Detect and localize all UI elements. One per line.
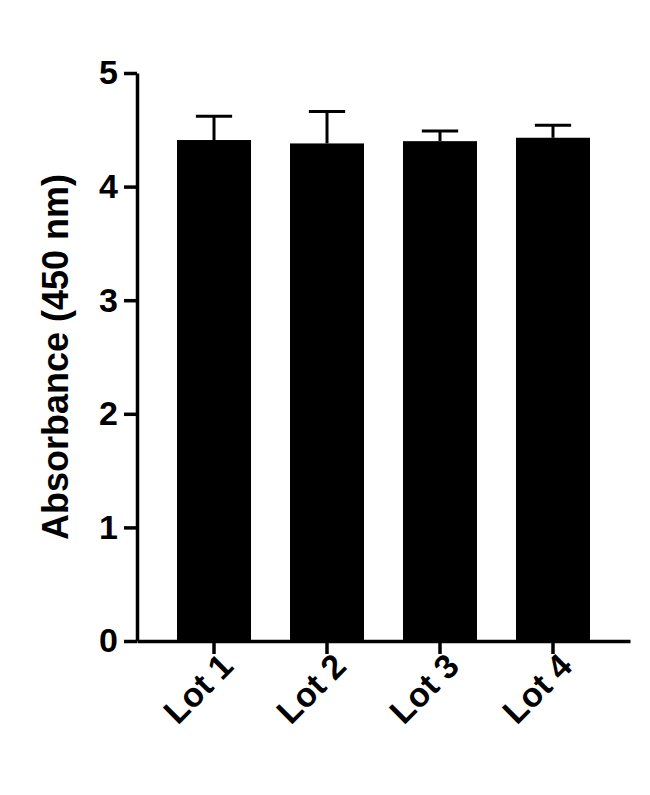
bar	[290, 143, 364, 641]
x-tick-label: Lot 3	[382, 646, 466, 730]
y-tick-label: 3	[99, 281, 118, 319]
y-tick-mark	[124, 72, 137, 76]
chart-svg: 0 1 2 3 4 5 Lot 1 Lot 2 Lot 3 Lot 4 Absorbance (45…	[0, 0, 650, 795]
y-tick: 3	[99, 281, 137, 319]
y-tick-mark	[124, 299, 137, 303]
x-tick-label: Lot 2	[269, 646, 353, 730]
y-tick: 0	[99, 621, 137, 659]
x-tick: Lot 3	[382, 641, 466, 731]
error-bar-stem	[326, 112, 329, 144]
y-tick-mark	[124, 185, 137, 189]
y-tick: 4	[99, 167, 137, 205]
bar	[177, 140, 251, 641]
error-bar	[422, 131, 458, 141]
y-tick-label: 4	[99, 167, 118, 205]
y-tick-label: 5	[99, 53, 118, 91]
x-axis: Lot 1 Lot 2 Lot 3 Lot 4	[138, 641, 631, 731]
x-tick: Lot 2	[269, 641, 353, 731]
y-tick-label: 1	[99, 508, 118, 546]
bar	[403, 141, 477, 641]
error-bar-cap	[196, 115, 232, 118]
y-tick: 2	[99, 394, 137, 432]
y-axis-line	[136, 74, 140, 642]
error-bar-cap	[309, 110, 345, 113]
x-tick-label: Lot 1	[156, 646, 240, 730]
y-axis-title: Absorbance (450 nm)	[35, 174, 76, 540]
error-bar-cap	[422, 129, 458, 132]
error-bar-stem	[551, 125, 554, 137]
y-tick-label: 2	[99, 394, 118, 432]
error-bar-stem	[438, 131, 441, 141]
error-bar-stem	[213, 116, 216, 140]
y-tick-mark	[124, 413, 137, 417]
x-tick-label: Lot 4	[495, 646, 579, 730]
x-tick: Lot 1	[156, 641, 240, 731]
error-bar	[309, 112, 345, 144]
y-tick-mark	[124, 640, 137, 644]
error-bar	[196, 116, 232, 140]
chart-container: 0 1 2 3 4 5 Lot 1 Lot 2 Lot 3 Lot 4 Absorbance (45…	[0, 0, 650, 795]
y-tick-mark	[124, 526, 137, 530]
x-axis-line	[138, 640, 631, 644]
y-tick: 1	[99, 508, 137, 546]
error-bar-cap	[535, 124, 571, 127]
y-axis: 0 1 2 3 4 5	[99, 53, 137, 659]
y-tick: 5	[99, 53, 137, 91]
error-bar	[535, 125, 571, 137]
y-tick-label: 0	[99, 621, 118, 659]
plot-area	[177, 112, 590, 641]
bar	[516, 138, 590, 641]
x-tick: Lot 4	[495, 641, 579, 731]
